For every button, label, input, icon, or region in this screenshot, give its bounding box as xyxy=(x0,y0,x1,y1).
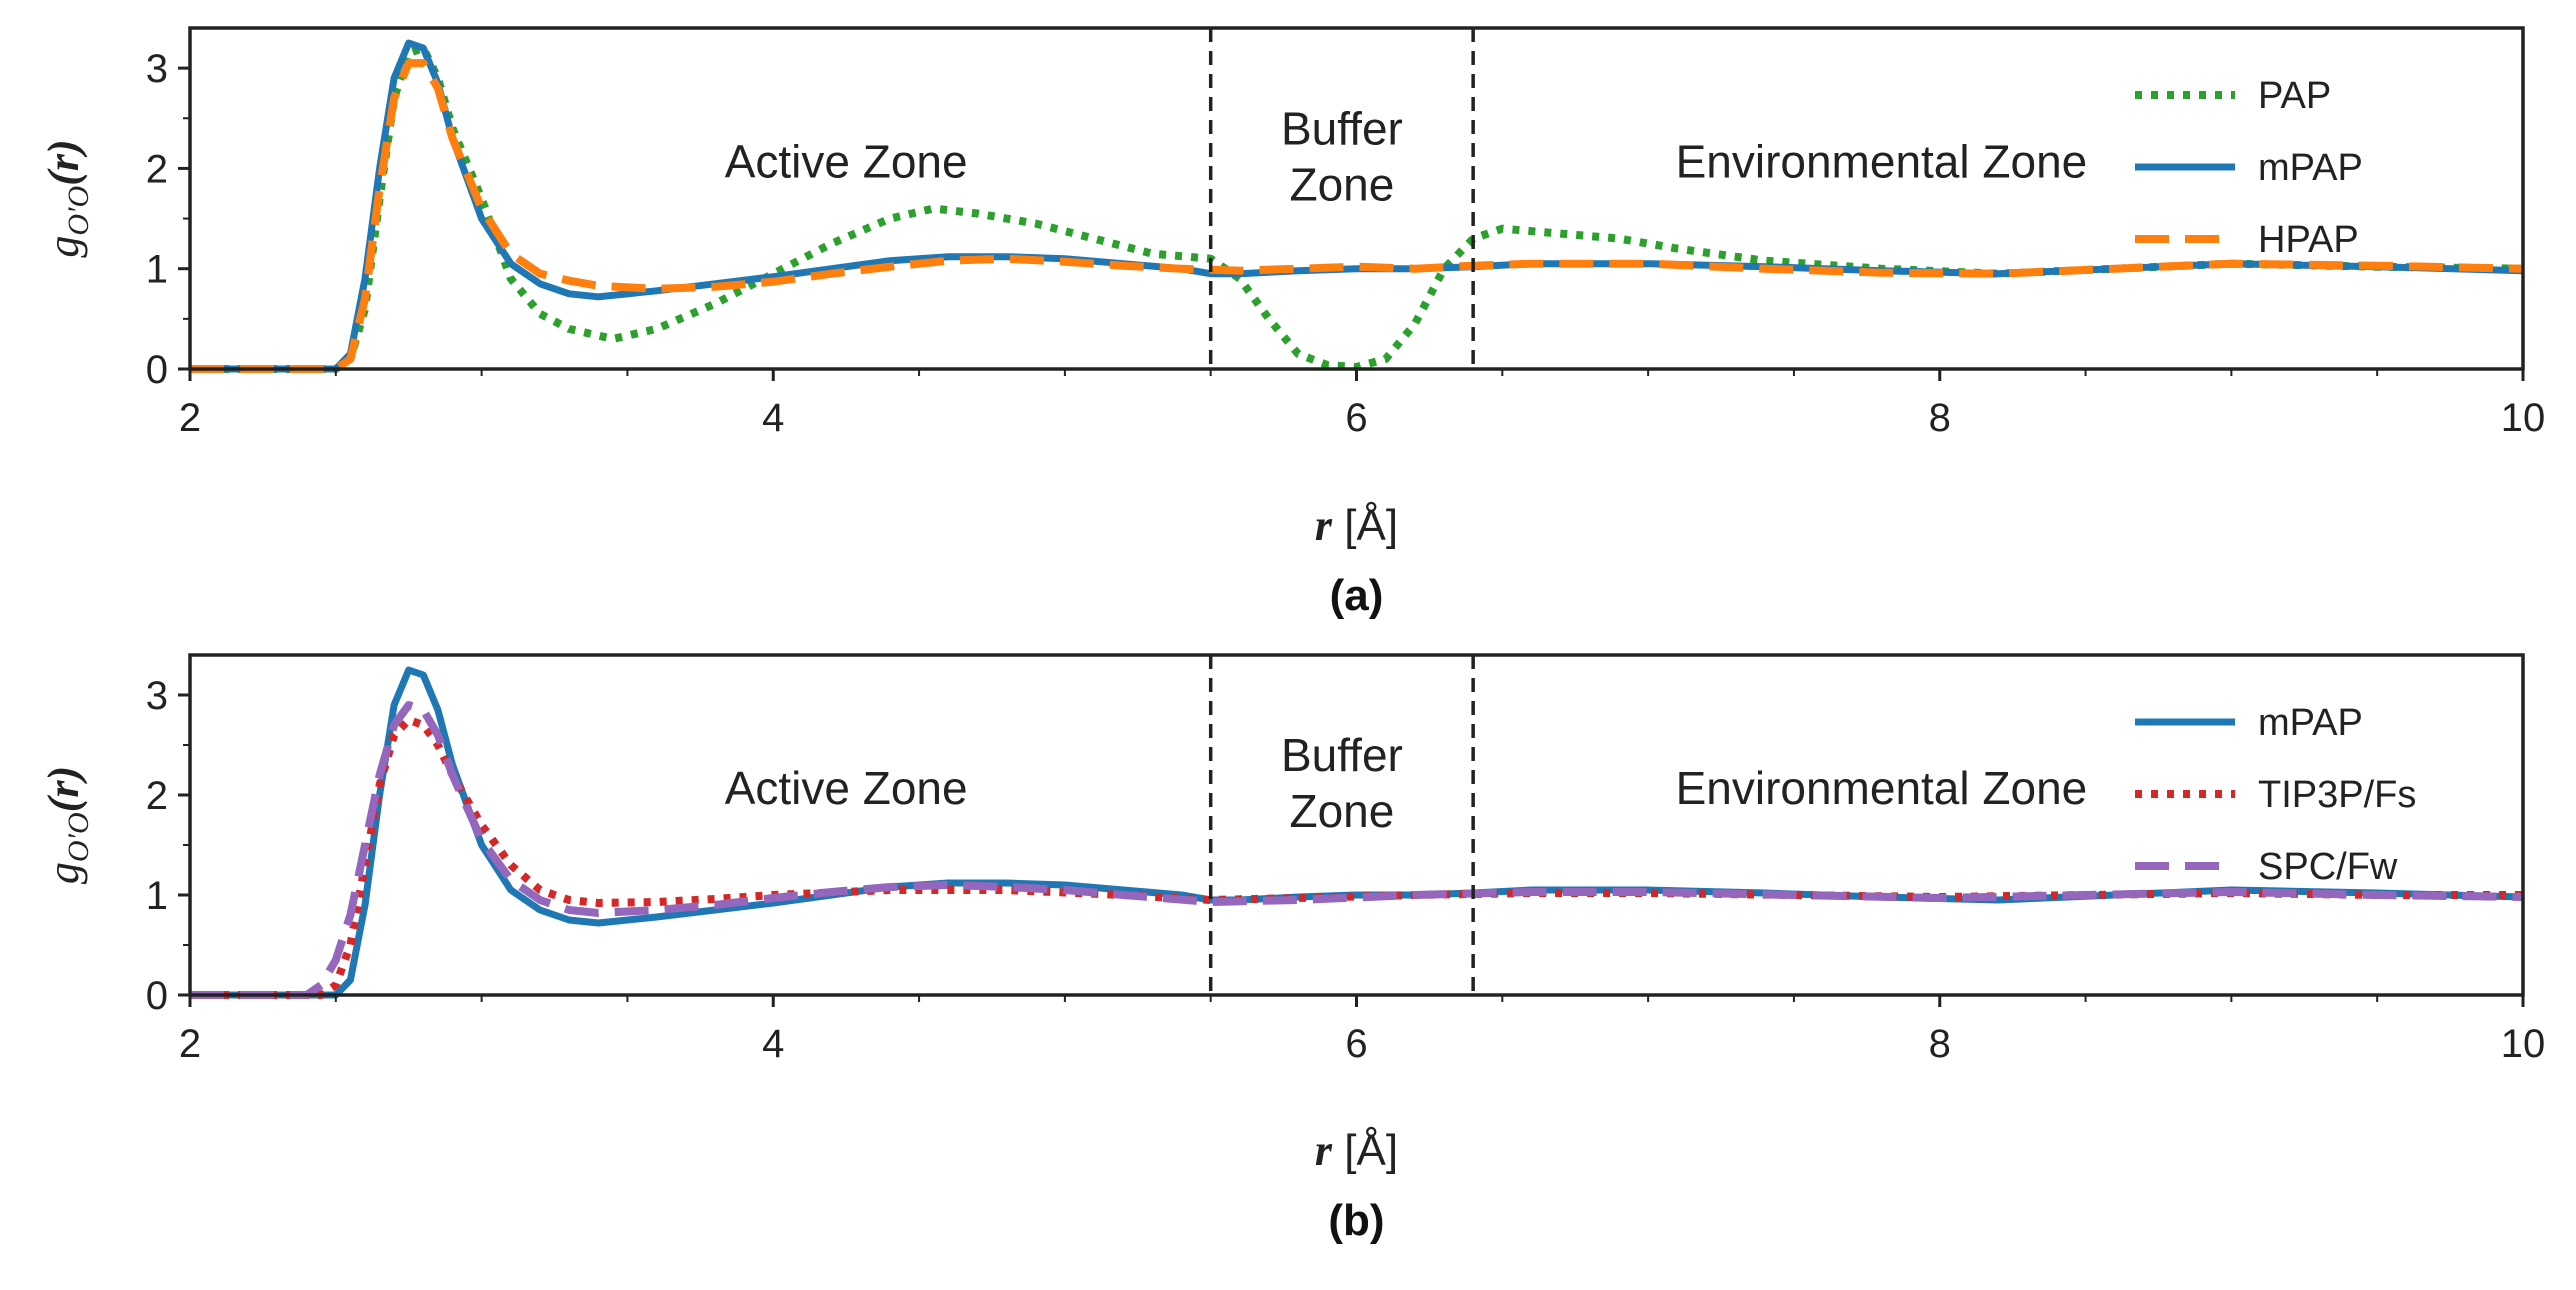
zone-label-environmental: Environmental Zone xyxy=(1676,762,2088,814)
y-tick-label: 2 xyxy=(146,147,168,191)
x-tick-label: 10 xyxy=(2501,396,2546,440)
y-tick-label: 0 xyxy=(146,974,168,1018)
x-axis-label: r [Å] xyxy=(1315,1126,1398,1175)
y-tick-label: 3 xyxy=(146,47,168,91)
zone-label-active: Active Zone xyxy=(725,135,968,187)
zone-label-buffer-line2: Zone xyxy=(1289,158,1394,210)
y-tick-label: 2 xyxy=(146,774,168,818)
x-tick-label: 8 xyxy=(1929,1022,1951,1066)
x-tick-label: 10 xyxy=(2501,1022,2546,1066)
x-axis-label: r [Å] xyxy=(1315,501,1398,550)
zone-label-buffer-line2: Zone xyxy=(1289,785,1394,837)
x-tick-label: 6 xyxy=(1345,396,1367,440)
legend-label-spc-fw: SPC/Fw xyxy=(2258,846,2398,888)
legend-label-mpap: mPAP xyxy=(2258,702,2363,744)
panel-label-a: (a) xyxy=(1330,571,1384,620)
y-tick-label: 1 xyxy=(146,248,168,292)
legend-label-pap: PAP xyxy=(2258,75,2331,117)
zone-label-buffer-line1: Buffer xyxy=(1281,729,1403,781)
series-line-spc-fw xyxy=(190,701,2524,999)
y-axis-label: gO′O(r) xyxy=(39,139,95,257)
y-tick-label: 1 xyxy=(146,874,168,918)
zone-label-active: Active Zone xyxy=(725,762,968,814)
legend-label-mpap: mPAP xyxy=(2258,147,2363,189)
panel-b: 2 4 6 8 10 0 1 2 3 Active Zone Buffer Zone Envir… xyxy=(39,653,2546,1245)
legend-label-hpap: HPAP xyxy=(2258,219,2359,261)
legend-label-tip3p-fs: TIP3P/Fs xyxy=(2258,774,2416,816)
x-tick-label: 4 xyxy=(762,396,784,440)
y-tick-label: 3 xyxy=(146,674,168,718)
y-tick-label: 0 xyxy=(146,348,168,392)
series-line-mpap xyxy=(190,39,2524,373)
zone-label-environmental: Environmental Zone xyxy=(1676,135,2088,187)
x-tick-label: 2 xyxy=(179,396,201,440)
x-tick-label: 2 xyxy=(179,1022,201,1066)
zone-label-buffer-line1: Buffer xyxy=(1281,102,1403,154)
panel-label-b: (b) xyxy=(1328,1196,1384,1245)
panel-a: 2 4 6 8 10 0 1 2 3 Active Zone Buffer Zone Envir… xyxy=(39,26,2546,620)
x-tick-label: 6 xyxy=(1345,1022,1367,1066)
series-line-hpap xyxy=(190,59,2524,373)
y-axis-label: gO′O(r) xyxy=(39,766,95,884)
x-tick-label: 4 xyxy=(762,1022,784,1066)
x-tick-label: 8 xyxy=(1929,396,1951,440)
